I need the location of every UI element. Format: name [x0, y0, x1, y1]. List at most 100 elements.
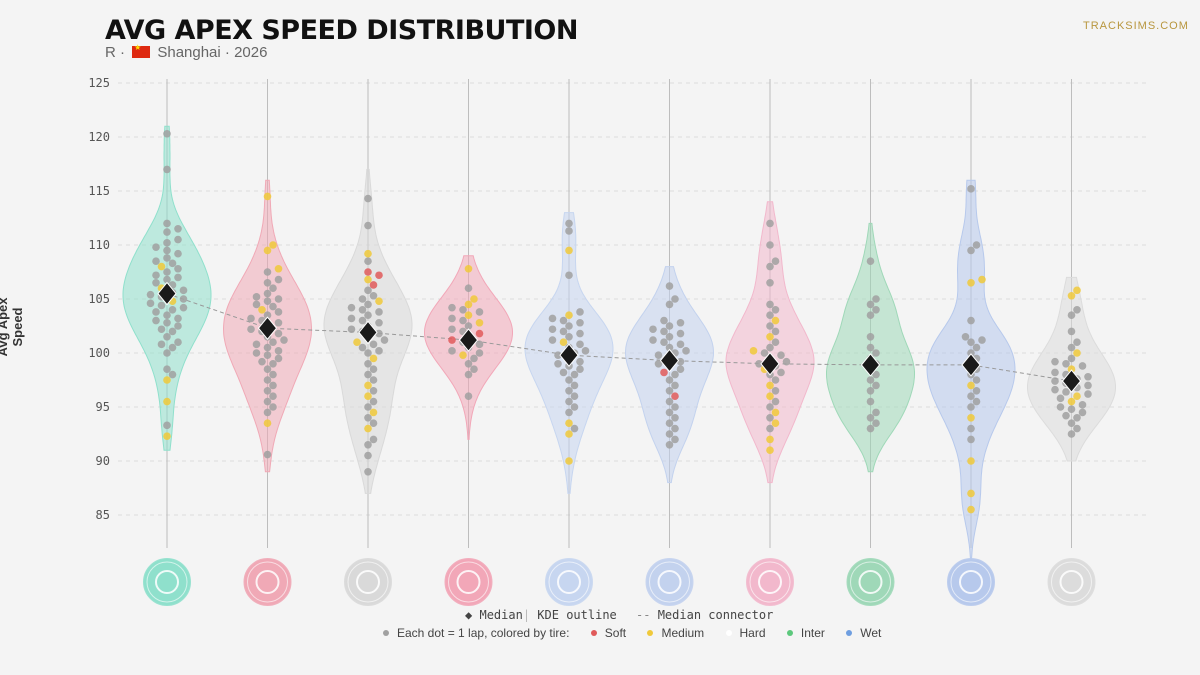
- lap-dot: [163, 432, 171, 440]
- lap-dot: [375, 347, 383, 355]
- lap-dot: [565, 397, 573, 406]
- logo-badge: [243, 558, 292, 606]
- legend-medium: Medium: [647, 626, 704, 640]
- lap-dot: [576, 340, 584, 349]
- lap-dot: [274, 354, 283, 363]
- lap-dot: [464, 322, 473, 330]
- logo-emblem: [356, 570, 380, 594]
- lap-dot: [565, 387, 573, 395]
- lap-dot: [280, 336, 288, 344]
- lap-dot: [565, 408, 573, 417]
- lap-dot: [766, 279, 774, 287]
- lap-dot: [168, 343, 177, 352]
- lap-dot: [866, 424, 875, 433]
- logo-emblem: [255, 570, 280, 594]
- lap-dot: [565, 333, 573, 341]
- logo-emblem: [1059, 570, 1084, 594]
- lap-dot: [1078, 401, 1087, 409]
- audi-logo[interactable]: [444, 558, 493, 606]
- lap-dot: [163, 129, 171, 138]
- lap-dot: [274, 308, 283, 316]
- lap-dot: [179, 295, 188, 303]
- lap-dot: [353, 338, 361, 347]
- lap-dot: [375, 329, 383, 338]
- wet-label: Wet: [860, 626, 882, 640]
- lap-dot: [766, 446, 774, 455]
- median-connector: [166, 293, 1072, 382]
- china-flag-icon: [132, 43, 151, 58]
- lap-dot: [972, 343, 981, 352]
- lap-dot: [464, 392, 473, 401]
- lap-dot: [258, 357, 266, 366]
- lap-dot: [671, 414, 679, 422]
- median-marker: [860, 353, 881, 377]
- lap-dot: [665, 387, 674, 395]
- alpine-logo[interactable]: [746, 558, 794, 606]
- astonmartin-logo[interactable]: [846, 558, 895, 606]
- lap-dot: [766, 403, 774, 411]
- lap-dot: [766, 424, 774, 433]
- lap-dot: [777, 368, 785, 377]
- logo-ring: [749, 561, 791, 603]
- lap-dot: [671, 392, 679, 401]
- lap-dot: [1051, 357, 1059, 366]
- lap-dot: [766, 311, 774, 320]
- lap-dot: [174, 273, 182, 282]
- lap-dot: [1067, 311, 1076, 320]
- lap-dot: [665, 430, 674, 438]
- wet-dot-icon: [846, 630, 853, 636]
- lap-dot: [576, 318, 584, 327]
- median-legend-icon: ◆: [465, 608, 473, 622]
- lap-dot: [369, 376, 378, 384]
- lap-dot: [347, 325, 356, 334]
- brand-label[interactable]: TRACKSIMS.COM: [1083, 20, 1189, 32]
- lap-dot: [565, 419, 573, 428]
- logo-badge: [645, 558, 694, 606]
- lap-dot: [766, 381, 774, 390]
- lap-dot: [146, 299, 155, 308]
- logo-ring: [850, 561, 891, 603]
- lap-dot: [766, 300, 774, 309]
- y-tick-125: 125: [88, 76, 110, 90]
- williams-logo[interactable]: [947, 558, 995, 606]
- lap-dot: [967, 279, 975, 287]
- lap-dot: [649, 336, 657, 344]
- lap-dot: [967, 505, 975, 514]
- y-tick-100: 100: [88, 346, 110, 360]
- lap-dot: [269, 338, 277, 347]
- redbull-logo[interactable]: [645, 558, 694, 606]
- cadillac-logo[interactable]: [1047, 558, 1096, 606]
- lap-dot: [258, 306, 266, 314]
- lap-dot: [470, 295, 478, 303]
- lap-dot: [570, 392, 579, 401]
- rb-logo[interactable]: [545, 558, 593, 606]
- lap-dot: [660, 368, 668, 377]
- lap-dot: [174, 264, 182, 273]
- lap-dot: [967, 185, 975, 193]
- mercedes-logo[interactable]: [143, 558, 191, 606]
- lap-dot: [163, 311, 171, 320]
- y-tick-115: 115: [88, 184, 110, 198]
- lap-dot: [163, 333, 171, 341]
- lap-dot: [548, 325, 557, 334]
- lap-dot: [364, 424, 372, 433]
- lap-dot: [369, 365, 378, 374]
- lap-dot: [972, 376, 981, 384]
- lap-dot: [269, 381, 277, 390]
- lap-dot: [665, 397, 674, 406]
- lap-dot: [766, 392, 774, 401]
- haas-logo[interactable]: [344, 558, 392, 606]
- lap-dot: [771, 376, 780, 384]
- lap-dot: [1073, 286, 1081, 295]
- ferrari-logo[interactable]: [243, 558, 292, 606]
- lap-dot: [866, 414, 875, 422]
- logo-badge: [947, 558, 995, 606]
- logo-ring: [548, 561, 590, 603]
- lap-dot: [967, 338, 975, 347]
- lap-dot: [570, 424, 579, 433]
- lap-dot-icon: [383, 630, 389, 636]
- chart-subtitle: R · Shanghai · 2026: [105, 43, 267, 61]
- logo-ring: [448, 561, 489, 603]
- lap-dot: [369, 435, 378, 444]
- lap-dot: [174, 249, 182, 258]
